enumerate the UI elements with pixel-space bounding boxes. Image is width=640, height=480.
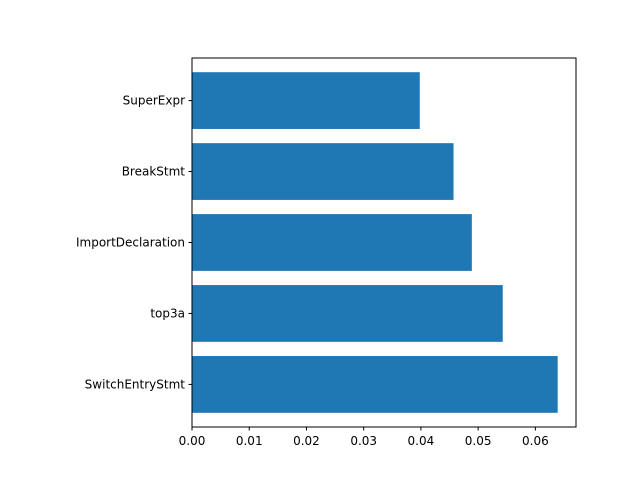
x-tick-label: 0.04 xyxy=(408,434,435,448)
x-axis: 0.00 0.01 0.02 0.03 0.04 0.05 0.06 xyxy=(179,427,549,448)
y-tick-label: ImportDeclaration xyxy=(76,236,185,250)
bar xyxy=(192,72,420,129)
y-axis: SwitchEntryStmt top3a ImportDeclaration Bre… xyxy=(76,94,192,391)
x-tick-label: 0.02 xyxy=(293,434,320,448)
bars-group xyxy=(192,72,558,413)
y-tick-label: SuperExpr xyxy=(123,94,185,108)
y-tick-label: BreakStmt xyxy=(122,165,186,179)
x-tick-label: 0.06 xyxy=(522,434,549,448)
bar xyxy=(192,143,454,200)
x-tick-label: 0.00 xyxy=(179,434,206,448)
y-tick-label: top3a xyxy=(150,306,185,320)
x-tick-label: 0.01 xyxy=(236,434,263,448)
x-tick-label: 0.03 xyxy=(350,434,377,448)
y-tick-label: SwitchEntryStmt xyxy=(85,377,186,391)
bar xyxy=(192,356,558,413)
bar xyxy=(192,214,472,271)
x-tick-label: 0.05 xyxy=(465,434,492,448)
bar xyxy=(192,285,503,342)
